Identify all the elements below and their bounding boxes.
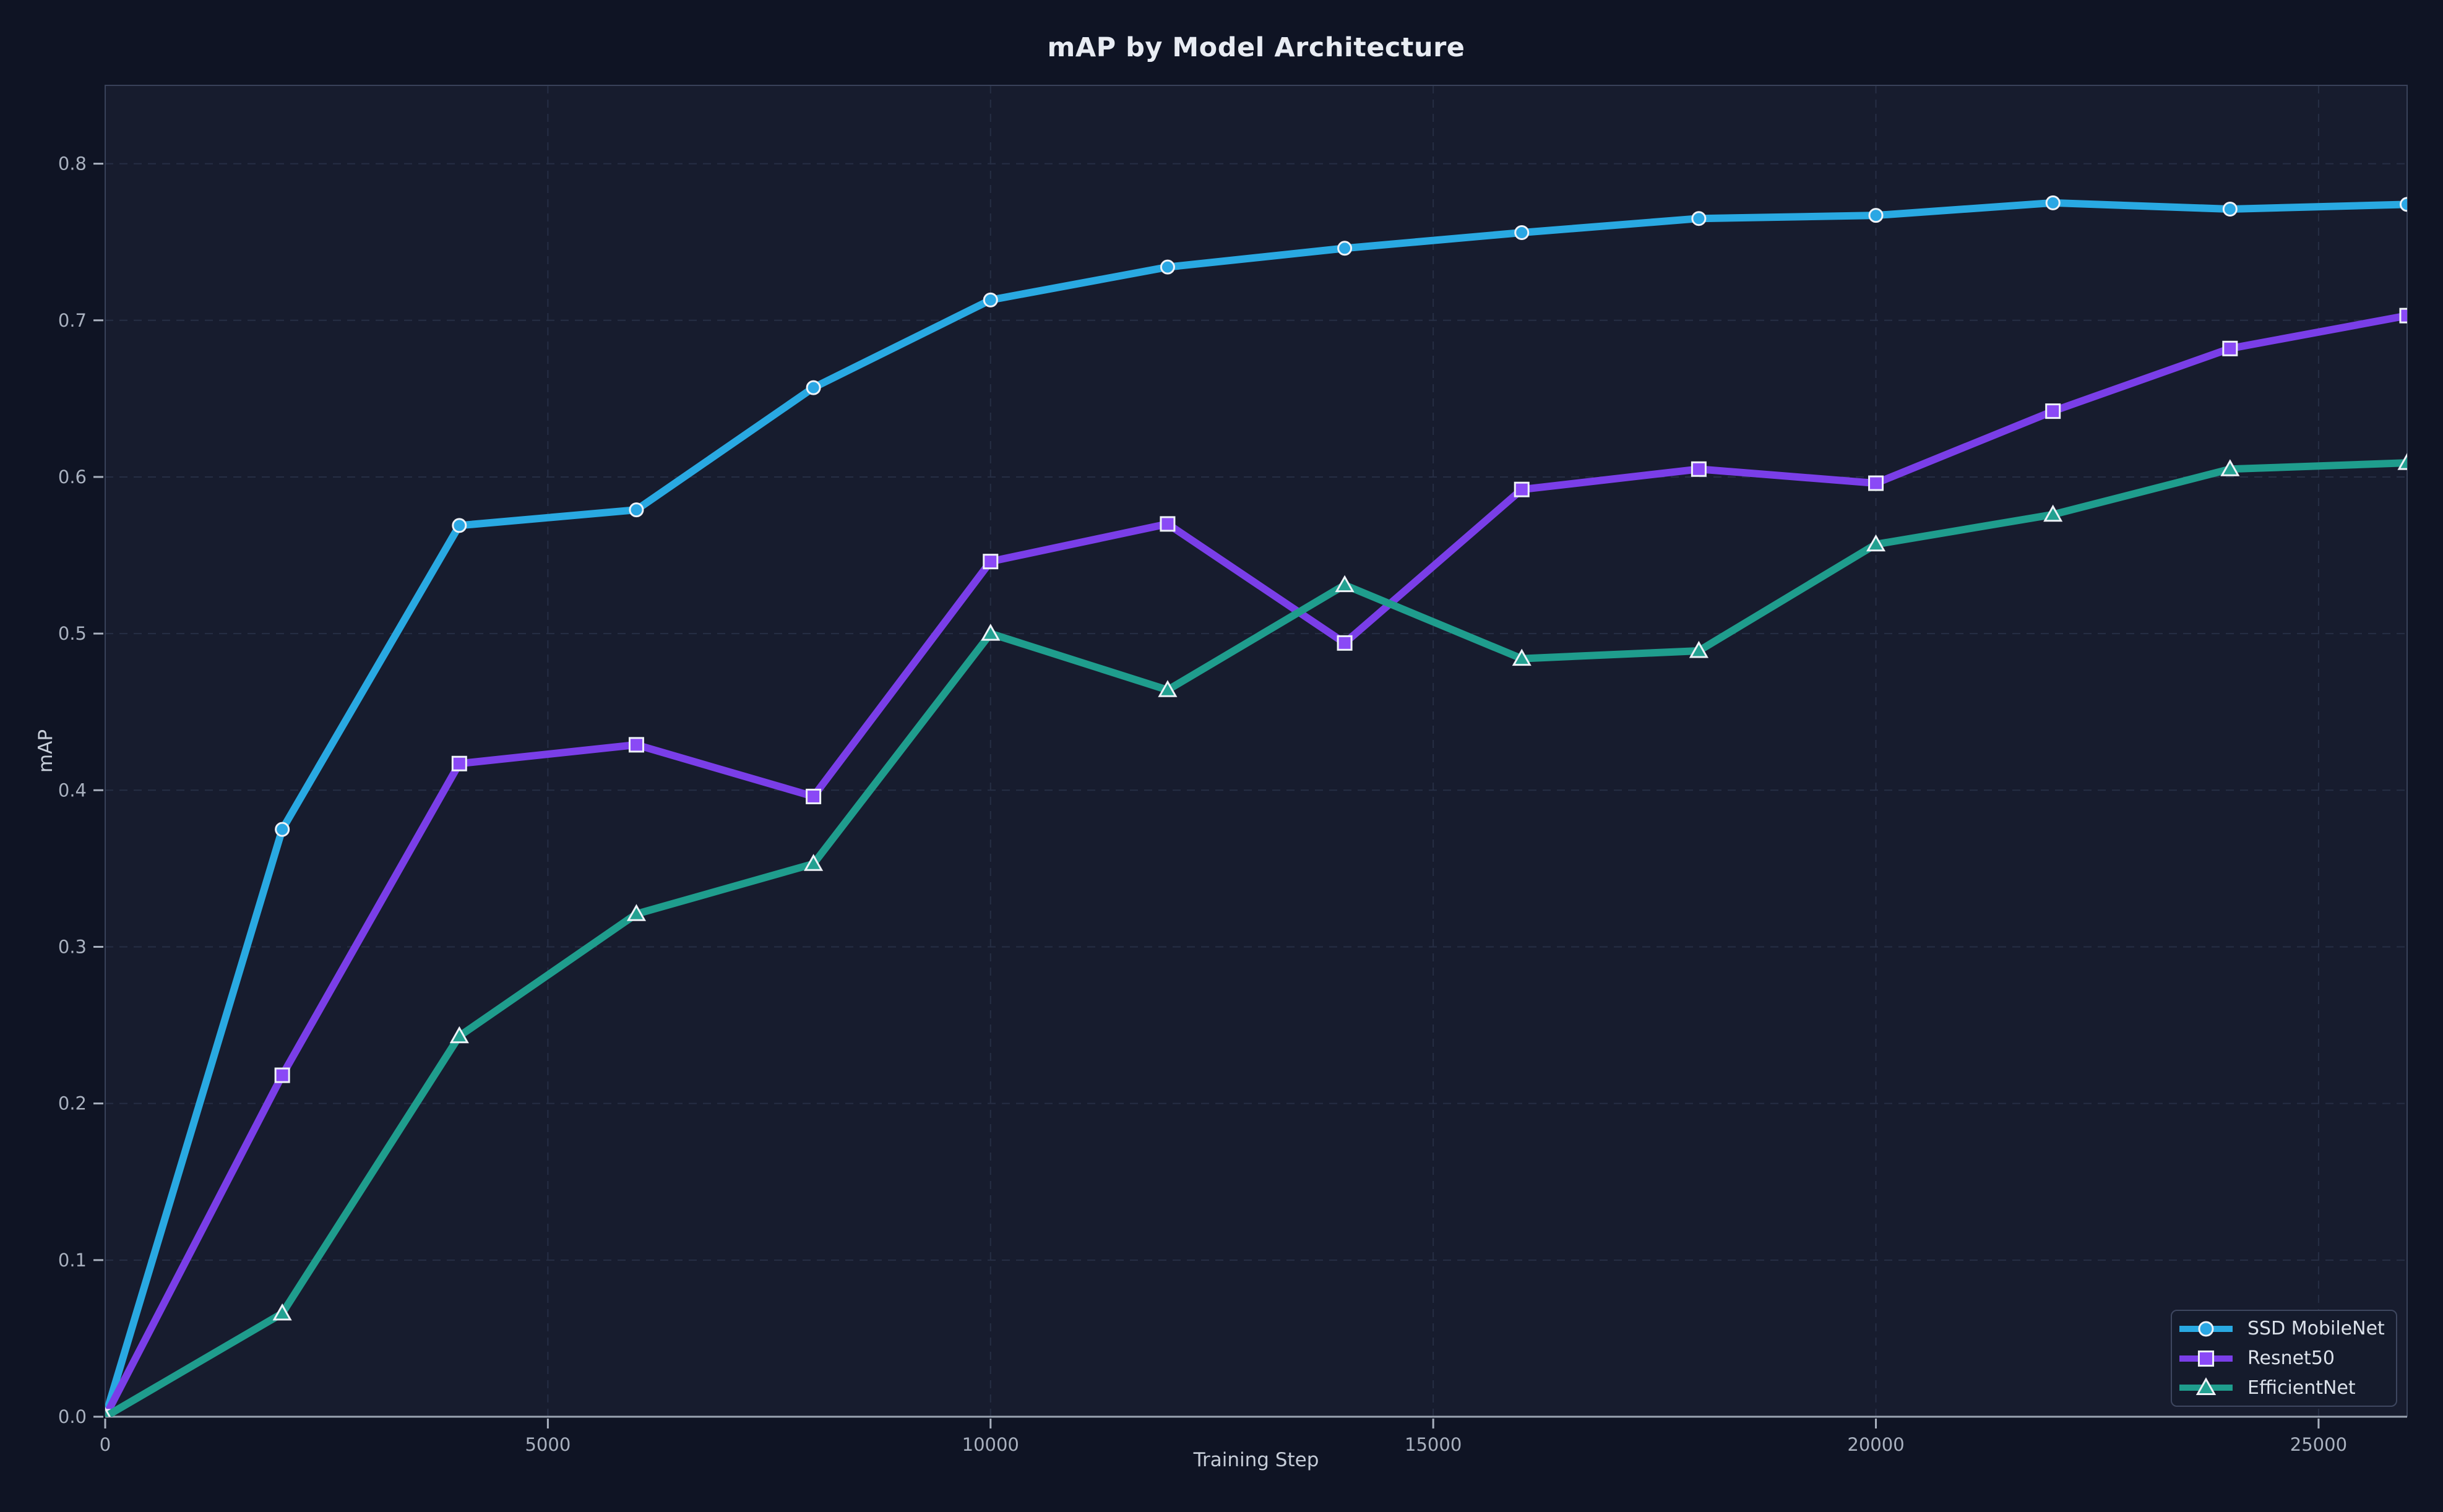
plot-spines <box>105 85 2408 1417</box>
legend: SSD MobileNet Resnet50 EfficientNet <box>2171 1310 2397 1407</box>
data-point-marker-circle <box>275 822 290 837</box>
series-efficientnet <box>105 453 2407 1417</box>
data-point-marker-circle <box>1160 259 1175 275</box>
data-point-marker-square <box>1514 481 1530 497</box>
data-point-marker-circle <box>806 380 821 395</box>
y-tick-label: 0.1 <box>58 1250 87 1271</box>
y-axis-label: mAP <box>35 729 57 773</box>
data-point-marker-circle <box>1514 225 1530 240</box>
data-point-marker-circle <box>1337 241 1353 256</box>
data-point-marker-triangle <box>105 1406 111 1417</box>
data-point-marker-triangle <box>2397 453 2407 470</box>
x-tick-label: 0 <box>100 1434 111 1455</box>
x-axis-label: Training Step <box>1193 1449 1319 1471</box>
data-point-marker-square <box>628 737 644 753</box>
series-line <box>105 459 2407 1417</box>
data-point-marker-circle <box>2045 195 2061 210</box>
series-resnet50 <box>105 307 2407 1417</box>
data-point-marker-square <box>806 788 822 804</box>
data-point-marker-triangle <box>626 904 647 921</box>
y-tick-label: 0.4 <box>58 780 87 801</box>
data-point-marker-square <box>2222 340 2238 356</box>
data-point-marker-square <box>983 554 999 570</box>
data-point-marker-square <box>1691 461 1707 477</box>
data-point-marker-triangle <box>1158 680 1178 697</box>
data-point-marker-triangle <box>449 1026 469 1044</box>
data-point-marker-triangle <box>272 1303 292 1321</box>
y-tick-label: 0.2 <box>58 1093 87 1114</box>
x-tick-label: 20000 <box>1847 1434 1904 1455</box>
x-tick-label: 5000 <box>525 1434 571 1455</box>
data-point-marker-square <box>1337 635 1353 651</box>
legend-item-resnet50: Resnet50 <box>2178 1344 2390 1373</box>
data-point-marker-square <box>2197 1350 2215 1367</box>
legend-label: SSD MobileNet <box>2247 1318 2385 1340</box>
x-tick-label: 25000 <box>2290 1434 2347 1455</box>
y-tick-label: 0.8 <box>58 153 87 174</box>
series-line <box>105 312 2407 1417</box>
data-point-marker-circle <box>629 502 644 518</box>
data-point-marker-triangle <box>1512 648 1532 666</box>
legend-swatch-square-icon <box>2179 1350 2233 1367</box>
data-point-marker-triangle <box>804 854 824 871</box>
data-point-marker-circle <box>1868 208 1884 223</box>
data-point-marker-circle <box>1691 211 1707 226</box>
legend-swatch-triangle-icon <box>2179 1377 2233 1396</box>
data-point-marker-circle <box>2400 197 2407 212</box>
data-point-marker-triangle <box>1689 640 1708 658</box>
y-tick-label: 0.7 <box>58 310 87 331</box>
data-point-marker-triangle <box>1335 575 1355 593</box>
data-point-marker-circle <box>452 518 467 533</box>
y-tick-label: 0.3 <box>58 936 87 957</box>
legend-swatch-circle-icon <box>2179 1321 2233 1337</box>
data-point-marker-triangle <box>2220 459 2240 476</box>
data-point-marker-circle <box>2222 202 2238 217</box>
data-point-marker-triangle <box>2043 504 2063 522</box>
data-point-marker-triangle <box>2195 1377 2217 1396</box>
series-ssd-mobilenet <box>105 195 2407 1417</box>
data-point-marker-circle <box>2198 1321 2214 1337</box>
y-tick-label: 0.6 <box>58 466 87 488</box>
data-point-marker-square <box>2399 307 2407 324</box>
data-point-marker-square <box>1160 516 1176 532</box>
legend-item-efficientnet: EfficientNet <box>2178 1373 2390 1402</box>
chart-title: mAP by Model Architecture <box>1047 32 1465 63</box>
x-tick-label: 15000 <box>1405 1434 1462 1455</box>
data-point-marker-square <box>274 1067 290 1083</box>
plot-background <box>105 85 2407 1417</box>
legend-label: Resnet50 <box>2247 1347 2335 1369</box>
x-tick-label: 10000 <box>962 1434 1019 1455</box>
data-point-marker-square <box>451 755 467 771</box>
legend-item-ssd-mobilenet: SSD MobileNet <box>2178 1315 2390 1343</box>
tick-marks <box>93 163 2320 1428</box>
data-point-marker-triangle <box>1866 534 1886 552</box>
data-point-marker-triangle <box>981 624 1001 641</box>
y-tick-label: 0.5 <box>58 623 87 644</box>
data-point-marker-circle <box>983 292 998 307</box>
y-tick-label: 0.0 <box>58 1406 87 1427</box>
legend-label: EfficientNet <box>2247 1377 2356 1399</box>
data-point-marker-square <box>2045 403 2061 419</box>
series-line <box>105 199 2407 1417</box>
tick-labels: 0.0 0.1 0.2 0.3 0.4 0.5 0.6 0.7 0.8 0 5000 10000 150… <box>58 153 2347 1455</box>
data-point-marker-square <box>1868 475 1884 491</box>
